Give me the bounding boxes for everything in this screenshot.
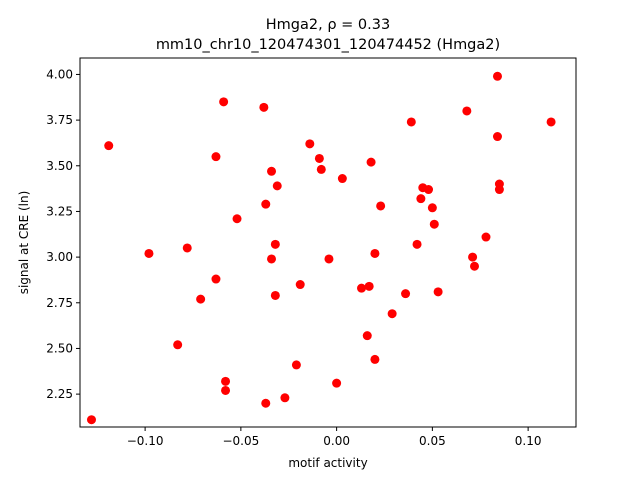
data-point-8 [211, 274, 221, 284]
data-point-46 [433, 287, 443, 297]
data-point-3 [144, 248, 154, 258]
y-tick-label: 3.25 [46, 204, 73, 218]
data-point-54 [494, 185, 504, 195]
data-point-31 [362, 331, 372, 341]
y-axis-label: signal at CRE (ln) [17, 191, 31, 295]
data-point-12 [232, 214, 242, 224]
data-point-19 [270, 290, 280, 300]
y-tick-label: 2.75 [46, 296, 73, 310]
chart-title-line-2: mm10_chr10_120474301_120474452 (Hmga2) [156, 37, 500, 53]
x-tick-label: −0.05 [222, 434, 259, 448]
data-point-2 [104, 141, 114, 151]
y-tick-label: 3.50 [46, 159, 73, 173]
data-points [86, 71, 556, 425]
data-point-26 [316, 164, 326, 174]
data-point-51 [492, 71, 502, 81]
x-axis-label: motif activity [288, 456, 367, 470]
data-point-25 [314, 153, 324, 163]
data-point-15 [261, 398, 271, 408]
data-point-13 [259, 102, 269, 112]
data-point-21 [280, 393, 290, 403]
data-point-33 [366, 157, 376, 167]
data-point-18 [270, 239, 280, 249]
x-axis-ticks: −0.10 −0.05 0.00 0.05 0.10 [127, 427, 542, 448]
data-point-9 [219, 97, 229, 107]
x-tick-label: 0.10 [515, 434, 542, 448]
data-point-30 [357, 283, 367, 293]
data-point-39 [406, 117, 416, 127]
chart-title-line-1: Hmga2, ρ = 0.33 [266, 17, 390, 33]
y-tick-label: 3.00 [46, 250, 73, 264]
x-tick-label: 0.00 [323, 434, 350, 448]
data-point-36 [376, 201, 386, 211]
x-tick-label: 0.05 [419, 434, 446, 448]
data-point-45 [429, 219, 439, 229]
data-point-32 [364, 281, 374, 291]
data-point-28 [332, 378, 342, 388]
data-point-24 [305, 139, 315, 149]
data-point-16 [267, 166, 277, 176]
data-point-10 [221, 376, 231, 386]
data-point-38 [401, 289, 411, 299]
data-point-50 [481, 232, 491, 242]
data-point-22 [291, 360, 301, 370]
data-point-35 [370, 354, 380, 364]
data-point-1 [86, 415, 96, 425]
data-point-41 [416, 194, 426, 204]
data-point-40 [412, 239, 422, 249]
data-point-29 [337, 174, 347, 184]
data-point-17 [267, 254, 277, 264]
data-point-4 [173, 340, 183, 350]
data-point-5 [182, 243, 192, 253]
x-tick-label: −0.10 [127, 434, 164, 448]
data-point-43 [424, 185, 434, 195]
data-point-47 [462, 106, 472, 116]
y-tick-label: 2.50 [46, 341, 73, 355]
data-point-37 [387, 309, 397, 319]
y-axis-ticks: 2.25 2.50 2.75 3.00 3.25 3.50 3.75 4.00 [46, 67, 80, 401]
y-tick-label: 3.75 [46, 113, 73, 127]
data-point-44 [427, 203, 437, 213]
data-point-27 [324, 254, 334, 264]
data-point-34 [370, 248, 380, 258]
data-point-23 [295, 280, 305, 290]
data-point-49 [470, 261, 479, 271]
data-point-14 [261, 199, 271, 209]
data-point-52 [492, 132, 502, 142]
y-tick-label: 2.25 [46, 387, 73, 401]
y-tick-label: 4.00 [46, 67, 73, 81]
data-point-6 [196, 294, 206, 304]
data-point-11 [221, 385, 231, 395]
plot-frame [79, 57, 577, 428]
data-point-48 [468, 252, 478, 262]
data-point-55 [546, 117, 556, 127]
data-point-7 [211, 152, 221, 162]
data-point-20 [272, 181, 282, 191]
